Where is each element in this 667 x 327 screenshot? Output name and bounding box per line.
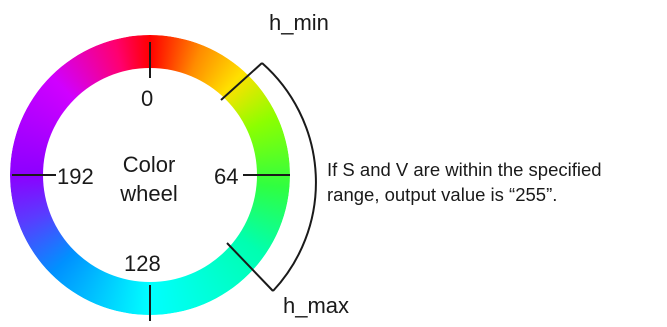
wheel-center-label-line-2: wheel: [120, 181, 178, 206]
h-max-label: h_max: [283, 293, 350, 318]
h-max-line: [226, 242, 274, 292]
output-note-line-2: range, output value is “255”.: [327, 184, 558, 205]
range-boundary-lines: [220, 62, 274, 292]
hue-tick-label-192: 192: [57, 164, 94, 189]
hue-tick-label-64: 64: [214, 164, 239, 189]
wheel-center-label: Color wheel: [104, 150, 194, 208]
hue-range-bracket: [261, 62, 317, 292]
output-note-line-1: If S and V are within the specified: [327, 159, 602, 180]
tick-marks: [12, 42, 290, 321]
wheel-center-label-line-1: Color: [122, 152, 176, 177]
hue-tick-label-0: 0: [141, 86, 154, 111]
output-note: If S and V are within the specified rang…: [327, 157, 602, 207]
h-min-label: h_min: [269, 10, 329, 35]
h-min-line: [220, 62, 263, 101]
hue-tick-label-128: 128: [124, 251, 161, 276]
